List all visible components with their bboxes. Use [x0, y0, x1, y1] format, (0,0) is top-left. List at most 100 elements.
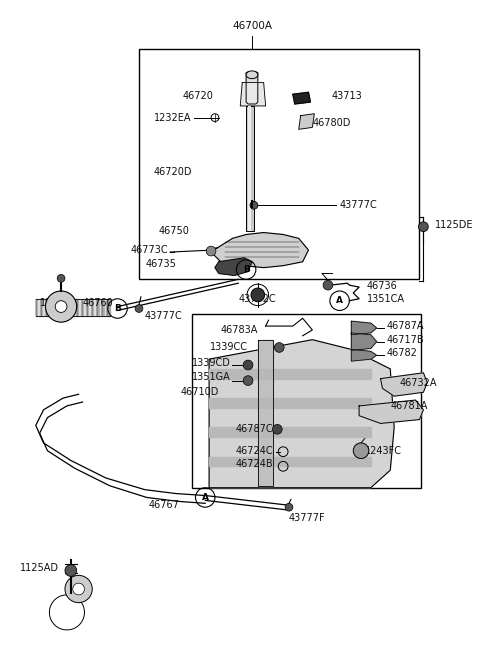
Text: 46724B: 46724B	[236, 459, 274, 469]
Text: A: A	[202, 493, 209, 502]
Polygon shape	[381, 373, 427, 396]
Polygon shape	[107, 298, 110, 316]
Polygon shape	[84, 298, 87, 316]
Polygon shape	[99, 298, 102, 316]
Polygon shape	[38, 298, 41, 316]
Text: 43732C: 43732C	[239, 294, 276, 304]
Polygon shape	[77, 298, 79, 316]
Circle shape	[243, 360, 253, 370]
Circle shape	[65, 565, 77, 577]
Polygon shape	[95, 298, 97, 316]
Text: 46710D: 46710D	[180, 387, 219, 398]
Circle shape	[323, 280, 333, 290]
Polygon shape	[258, 340, 274, 486]
Text: B: B	[243, 265, 250, 274]
Circle shape	[243, 376, 253, 386]
Text: 43777C: 43777C	[145, 312, 182, 321]
Bar	[192, 314, 421, 487]
Text: 1339GA: 1339GA	[40, 298, 78, 308]
Polygon shape	[48, 298, 51, 316]
Bar	[246, 106, 254, 231]
Text: 46736: 46736	[367, 281, 397, 291]
Text: 43777F: 43777F	[289, 513, 325, 523]
Polygon shape	[36, 298, 38, 316]
Polygon shape	[351, 321, 377, 335]
Polygon shape	[240, 83, 265, 106]
Text: 1339CC: 1339CC	[210, 342, 248, 352]
Circle shape	[73, 583, 84, 595]
Circle shape	[285, 503, 293, 511]
Circle shape	[353, 443, 369, 459]
Text: 1125DE: 1125DE	[435, 220, 474, 230]
Polygon shape	[69, 298, 72, 316]
Circle shape	[206, 246, 216, 256]
Text: 46781A: 46781A	[390, 401, 428, 411]
Text: 46720D: 46720D	[153, 167, 192, 177]
Bar	[248, 106, 251, 231]
Text: B: B	[114, 304, 121, 313]
Circle shape	[250, 201, 258, 209]
Circle shape	[65, 575, 92, 603]
Text: 46773C: 46773C	[131, 245, 168, 255]
Text: 46782: 46782	[386, 348, 417, 358]
Text: 46780D: 46780D	[312, 119, 351, 129]
Text: 1232EA: 1232EA	[154, 113, 192, 123]
Text: 46783A: 46783A	[220, 325, 258, 335]
Circle shape	[275, 342, 284, 352]
Text: A: A	[336, 297, 343, 305]
Circle shape	[273, 424, 282, 434]
Text: 1339CD: 1339CD	[192, 358, 230, 368]
Polygon shape	[54, 298, 56, 316]
Polygon shape	[351, 350, 377, 361]
Polygon shape	[74, 298, 77, 316]
Polygon shape	[46, 298, 48, 316]
Text: 46767: 46767	[149, 501, 180, 510]
Polygon shape	[293, 92, 311, 104]
Polygon shape	[102, 298, 105, 316]
Text: 46724C: 46724C	[236, 445, 274, 456]
Polygon shape	[66, 298, 69, 316]
Polygon shape	[209, 340, 394, 487]
Polygon shape	[61, 298, 64, 316]
Polygon shape	[87, 298, 89, 316]
Text: 46750: 46750	[159, 226, 190, 236]
Circle shape	[419, 222, 428, 232]
Polygon shape	[246, 72, 258, 104]
Polygon shape	[72, 298, 74, 316]
Polygon shape	[51, 298, 54, 316]
Polygon shape	[209, 369, 371, 379]
Polygon shape	[79, 298, 82, 316]
Text: 46732A: 46732A	[400, 378, 437, 388]
Circle shape	[46, 291, 77, 322]
Polygon shape	[359, 400, 423, 423]
Polygon shape	[41, 298, 43, 316]
Polygon shape	[209, 427, 371, 437]
Polygon shape	[209, 398, 371, 408]
Ellipse shape	[246, 71, 258, 79]
Circle shape	[55, 300, 67, 312]
Polygon shape	[56, 298, 59, 316]
Polygon shape	[59, 298, 61, 316]
Text: 1243FC: 1243FC	[365, 445, 402, 456]
Text: 46760: 46760	[83, 298, 114, 308]
Text: 1351GA: 1351GA	[192, 372, 230, 382]
Polygon shape	[299, 113, 314, 129]
Circle shape	[135, 304, 143, 312]
Polygon shape	[64, 298, 66, 316]
Text: 1351CA: 1351CA	[367, 294, 405, 304]
Text: 46720: 46720	[182, 91, 213, 101]
Circle shape	[57, 274, 65, 282]
Polygon shape	[351, 333, 377, 350]
Text: 46735: 46735	[145, 258, 176, 269]
Circle shape	[251, 288, 264, 302]
Text: 1125AD: 1125AD	[20, 563, 59, 573]
Polygon shape	[89, 298, 92, 316]
Text: 43713: 43713	[332, 91, 362, 101]
Polygon shape	[82, 298, 84, 316]
Polygon shape	[215, 258, 252, 276]
Polygon shape	[105, 298, 107, 316]
Text: 43777C: 43777C	[340, 200, 377, 211]
Text: 46787A: 46787A	[386, 321, 424, 331]
Polygon shape	[209, 457, 371, 466]
Polygon shape	[43, 298, 46, 316]
